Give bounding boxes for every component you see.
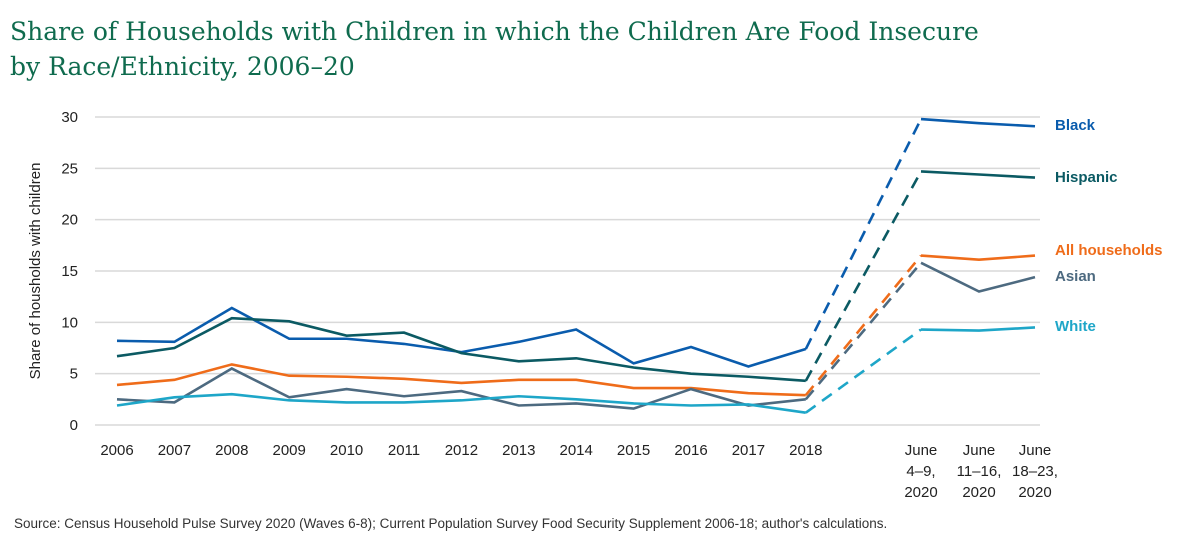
chart-title: Share of Households with Children in whi… (10, 17, 979, 81)
x-tick-label: 2008 (215, 442, 248, 459)
source-note: Source: Census Household Pulse Survey 20… (14, 516, 888, 531)
x-tick-label: 2017 (732, 442, 765, 459)
y-tick-label: 20 (61, 212, 78, 229)
x-tick-label: 2007 (158, 442, 191, 459)
x-tick-label: 2009 (273, 442, 306, 459)
series-label: Black (1055, 117, 1096, 134)
series-dashed-segment (804, 254, 923, 397)
series-line-2020 (920, 117, 1036, 128)
series-line-black (116, 306, 807, 368)
y-tick-label: 15 (61, 263, 78, 280)
x-tick-label: 2020 (904, 484, 937, 501)
x-tick-label: 4–9, (906, 463, 935, 480)
y-tick-label: 0 (70, 417, 78, 434)
x-tick-label: 2016 (674, 442, 707, 459)
x-tick-label: 2015 (617, 442, 650, 459)
x-tick-label: June (905, 442, 938, 459)
y-tick-label: 5 (70, 366, 78, 383)
series-dashed-segment (804, 261, 922, 401)
x-tick-label: June (1019, 442, 1052, 459)
series-label: Hispanic (1055, 169, 1118, 186)
series-line-2020 (920, 254, 1036, 262)
x-tick-label: 2020 (962, 484, 995, 501)
series-dashed-segment (804, 118, 923, 350)
y-tick-label: 25 (61, 160, 78, 177)
x-tick-label: 2006 (100, 442, 133, 459)
x-tick-label: 2013 (502, 442, 535, 459)
x-tick-label: 2018 (789, 442, 822, 459)
x-tick-label: 2011 (388, 442, 420, 459)
series-line-2020 (920, 170, 1036, 179)
series-label: All households (1055, 242, 1163, 259)
series-line-2020 (920, 261, 1036, 293)
series-line-asian (116, 367, 806, 410)
x-tick-label: 18–23, (1012, 463, 1058, 480)
x-tick-label: 11–16, (957, 463, 1002, 480)
series-line-white (116, 392, 806, 414)
y-tick-label: 30 (61, 109, 78, 126)
y-tick-label: 10 (61, 314, 78, 331)
series-line-hispanic (116, 316, 806, 383)
series-label: Asian (1055, 268, 1096, 285)
x-tick-label: 2010 (330, 442, 363, 459)
series-label: White (1055, 318, 1096, 335)
x-tick-label: 2020 (1018, 484, 1051, 501)
series-line-2020 (920, 326, 1036, 332)
series-dashed-segment (805, 328, 922, 414)
series-dashed-segment (804, 170, 923, 382)
x-tick-label: 2014 (560, 442, 593, 459)
x-tick-label: 2012 (445, 442, 478, 459)
x-tick-label: June (963, 442, 996, 459)
y-axis-label: Share of housholds with children (27, 163, 44, 380)
